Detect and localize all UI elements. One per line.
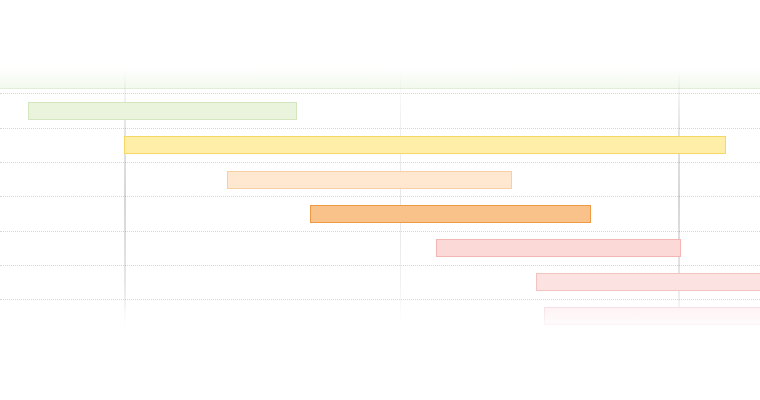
time-marker-line	[678, 70, 680, 332]
row-separator	[0, 128, 760, 129]
timeline-bar-1[interactable]	[28, 102, 297, 120]
row-separator	[0, 231, 760, 232]
timeline-header-band	[0, 67, 760, 89]
timeline-bar-4[interactable]	[310, 205, 591, 223]
timeline-bar-2[interactable]	[124, 136, 726, 154]
timeline-bar-3[interactable]	[227, 171, 512, 189]
timeline-bar-6[interactable]	[536, 273, 760, 291]
row-separator	[0, 265, 760, 266]
row-separator	[0, 196, 760, 197]
timeline-bar-5[interactable]	[436, 239, 681, 257]
row-separator	[0, 162, 760, 163]
time-marker-line	[124, 70, 126, 332]
timeline-bar-7[interactable]	[544, 307, 760, 325]
row-separator	[0, 299, 760, 300]
time-marker-line	[400, 70, 401, 332]
row-separator	[0, 93, 760, 94]
